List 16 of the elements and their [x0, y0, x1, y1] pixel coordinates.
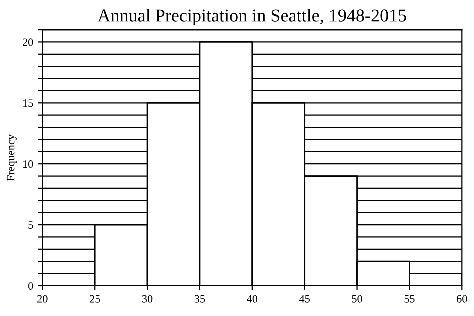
x-tick-label: 30: [142, 295, 153, 303]
y-tick-label: 20: [23, 38, 34, 46]
y-tick-label: 10: [24, 160, 34, 168]
chart-title: Annual Precipitation in Seattle, 1948-2015: [98, 9, 406, 26]
y-tick-label: 5: [28, 222, 34, 229]
y-tick-label: 15: [24, 100, 34, 108]
x-tick-label: 55: [404, 295, 415, 303]
x-tick-label: 40: [247, 295, 258, 303]
x-tick-label: 60: [457, 295, 468, 303]
x-tick-label: 35: [194, 295, 206, 303]
x-tick-label: 20: [38, 295, 48, 303]
y-tick-label: 0: [28, 282, 34, 290]
x-tick-label: 25: [90, 295, 100, 303]
x-tick-label: 50: [352, 295, 362, 303]
y-axis-title: Frequency: [7, 134, 17, 182]
x-tick-label: 45: [300, 295, 310, 303]
